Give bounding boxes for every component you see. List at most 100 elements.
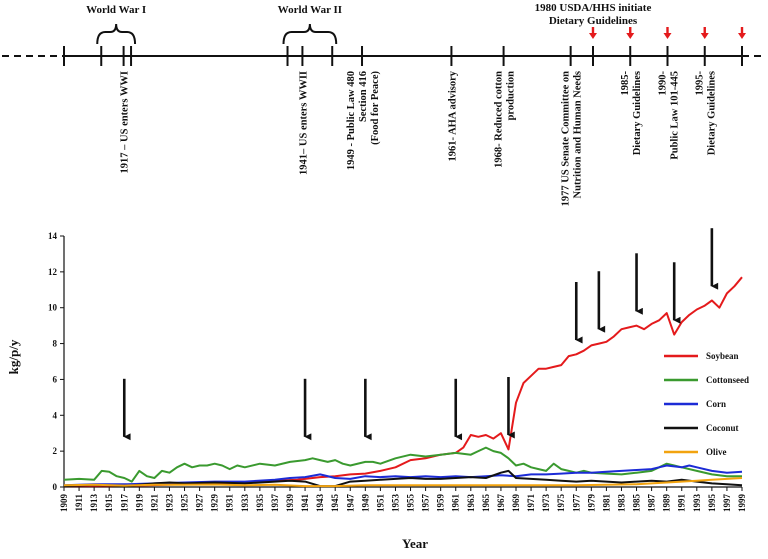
x-tick-label: 1975 (556, 494, 566, 513)
y-tick-label: 4 (53, 410, 58, 420)
timeline-event-label: Dietary Guidelines (707, 71, 718, 155)
war-label: World War I (86, 4, 146, 16)
legend-label: Coconut (706, 423, 739, 433)
series-line-coconut (63, 469, 743, 488)
x-tick-label: 1925 (180, 494, 190, 513)
timeline-event-label: (Food for Peace) (370, 70, 381, 144)
y-tick-label: 2 (53, 446, 58, 456)
x-tick-label: 1981 (601, 494, 611, 513)
timeline-event-label: Section 416 (358, 71, 369, 122)
series-line-soybean (64, 276, 743, 488)
timeline-wars: World War I World War II (86, 4, 342, 45)
y-tick-label: 10 (48, 303, 58, 313)
y-tick-label: 12 (48, 267, 58, 277)
y-tick-label: 14 (48, 231, 58, 241)
timeline-event-label: Dietary Guidelines (632, 71, 643, 155)
x-tick-label: 1959 (436, 494, 446, 513)
x-tick-label: 1967 (496, 494, 506, 513)
x-tick-label: 1977 (571, 494, 581, 513)
x-tick-label: 1983 (616, 494, 626, 513)
x-tick-label: 1955 (406, 494, 416, 513)
x-tick-label: 1961 (451, 494, 461, 513)
x-tick-label: 1917 (119, 494, 129, 513)
x-tick-label: 1993 (692, 494, 702, 513)
x-axis-title: Year (402, 536, 428, 551)
x-tick-label: 1911 (74, 494, 84, 512)
x-tick-label: 1935 (255, 494, 265, 513)
x-tick-label: 1941 (300, 494, 310, 513)
legend-label: Olive (706, 447, 727, 457)
x-tick-label: 1933 (240, 494, 250, 513)
y-axis: 0 2 4 6 8 10 12 14 (48, 231, 65, 492)
timeline-event-label: 1917 – US enters WWI (120, 71, 131, 173)
y-axis-title: kg/p/y (6, 339, 21, 374)
plot-area: 0 2 4 6 8 10 12 14 1909 1911 1913 1915 1917 1919 1921… (48, 228, 749, 512)
x-tick-label: 1927 (195, 494, 205, 513)
x-tick-label: 1939 (285, 494, 295, 513)
timeline-event-label: 1968- Reduced cotton (494, 71, 505, 168)
legend-label: Cottonseed (706, 375, 749, 385)
red-arrow-icon (588, 27, 597, 39)
timeline-red-arrows (588, 27, 746, 39)
x-tick-label: 1945 (330, 494, 340, 513)
red-arrow-icon (700, 27, 709, 39)
red-arrow-icon (738, 27, 746, 39)
x-tick-label: 1969 (511, 494, 521, 513)
x-tick-label: 1965 (481, 494, 491, 513)
x-tick-label: 1931 (225, 494, 235, 513)
x-tick-label: 1915 (104, 494, 114, 513)
timeline-ticks (63, 46, 743, 66)
y-tick-label: 6 (53, 374, 58, 384)
war-label: World War II (278, 4, 342, 16)
x-tick-label: 1949 (360, 494, 370, 513)
x-tick-label: 1951 (375, 494, 385, 513)
x-tick-label: 1999 (737, 494, 747, 513)
x-tick-label: 1985 (632, 494, 642, 513)
timeline-event-label: production (506, 71, 517, 121)
x-tick-label: 1995 (707, 494, 717, 513)
timeline-event-label: 1941– US enters WWII (298, 71, 309, 175)
x-tick-label: 1947 (345, 494, 355, 513)
war-brace (96, 23, 137, 45)
timeline-event-label: 1985- (620, 71, 631, 96)
x-tick-label: 1921 (149, 494, 159, 513)
x-tick-label: 1989 (662, 494, 672, 513)
x-tick-label: 1929 (210, 494, 220, 513)
y-tick-label: 8 (53, 339, 58, 349)
x-tick-label: 1987 (647, 494, 657, 513)
series-lines (63, 276, 743, 488)
timeline-event-label: 1949 - Public Law 480 (346, 71, 357, 170)
x-tick-label: 1971 (526, 494, 536, 513)
event-arrows (122, 228, 719, 441)
timeline-event-label: 1995- (695, 71, 706, 96)
x-tick-label: 1957 (421, 494, 431, 513)
x-tick-label: 1991 (677, 494, 687, 513)
x-tick-label: 1943 (315, 494, 325, 513)
legend: Soybean Cottonseed Corn Coconut Olive (664, 351, 749, 457)
legend-label: Corn (706, 399, 726, 409)
timeline-event-label: Nutrition and Human Needs (573, 71, 584, 198)
x-tick-label: 1979 (586, 494, 596, 513)
timeline-event-label: 1990- (657, 71, 668, 96)
timeline-event-labels: 1917 – US enters WWI 1941– US enters WWII… (120, 70, 718, 206)
red-arrow-icon (626, 27, 635, 39)
x-tick-label: 1919 (134, 494, 144, 513)
x-tick-label: 1923 (164, 494, 174, 513)
timeline-event-label: Public Law 101-445 (669, 71, 680, 160)
x-axis: 1909 1911 1913 1915 1917 1919 1921 1923 1925 1927… (59, 486, 747, 513)
x-tick-label: 1953 (390, 494, 400, 513)
timeline-event-label: 1961- AHA advisory (447, 70, 458, 161)
x-tick-label: 1909 (59, 494, 69, 513)
x-tick-label: 1937 (270, 494, 280, 513)
x-tick-label: 1913 (89, 494, 99, 513)
legend-label: Soybean (706, 351, 739, 361)
x-tick-label: 1963 (466, 494, 476, 513)
series-line-olive (63, 477, 743, 488)
header-note-line1: 1980 USDA/HHS initiate (535, 2, 652, 14)
y-tick-label: 0 (53, 482, 58, 492)
header-note-line2: Dietary Guidelines (549, 15, 638, 27)
timeline-event-label: 1977 US Senate Committee on (561, 71, 572, 206)
x-tick-label: 1973 (541, 494, 551, 513)
